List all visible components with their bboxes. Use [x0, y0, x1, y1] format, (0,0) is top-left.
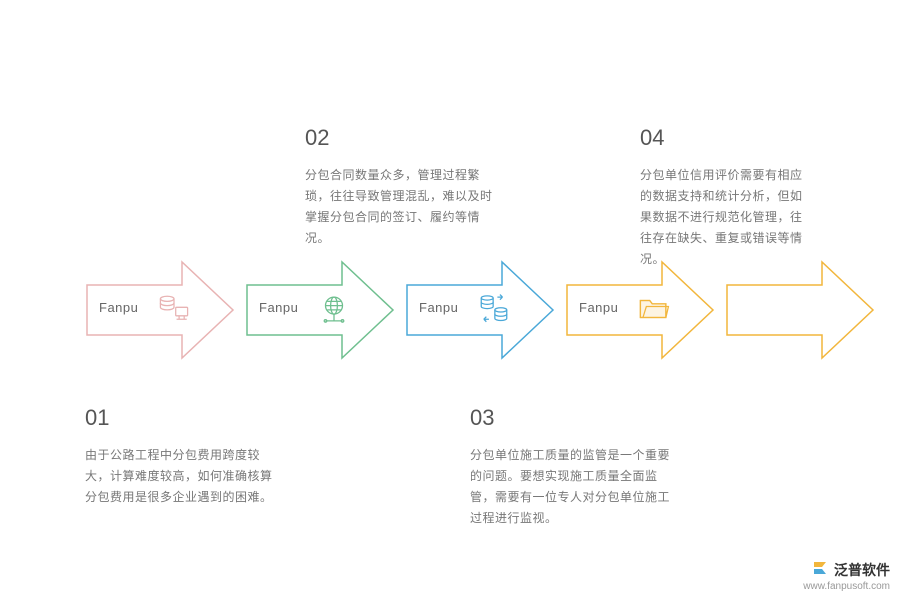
footer-logo-icon [812, 560, 828, 581]
arrow-label: Fanpu [259, 300, 298, 315]
databases-icon [477, 292, 511, 331]
arrow-label: Fanpu [419, 300, 458, 315]
step-03-block: 03 分包单位施工质量的监管是一个重要的问题。要想实现施工质量全面监管，需要有一… [470, 405, 680, 529]
arrow-step-01: Fanpu [85, 260, 235, 360]
arrow-step-02: Fanpu [245, 260, 395, 360]
footer: 泛普软件 www.fanpusoft.com [803, 560, 890, 592]
arrow-label: Fanpu [579, 300, 618, 315]
step-desc: 分包单位信用评价需要有相应的数据支持和统计分析，但如果数据不进行规范化管理，往往… [640, 165, 810, 270]
arrow-step-03: Fanpu [405, 260, 555, 360]
step-desc: 由于公路工程中分包费用跨度较大，计算难度较高，如何准确核算分包费用是很多企业遇到… [85, 445, 280, 508]
step-number: 03 [470, 405, 680, 431]
folder-icon [637, 292, 671, 331]
arrow-tail [725, 260, 875, 360]
step-01-block: 01 由于公路工程中分包费用跨度较大，计算难度较高，如何准确核算分包费用是很多企… [85, 405, 280, 508]
arrow-label: Fanpu [99, 300, 138, 315]
step-number: 01 [85, 405, 280, 431]
step-number: 04 [640, 125, 810, 151]
step-02-block: 02 分包合同数量众多，管理过程繁琐，往往导致管理混乱，难以及时掌握分包合同的签… [305, 125, 500, 249]
step-04-block: 04 分包单位信用评价需要有相应的数据支持和统计分析，但如果数据不进行规范化管理… [640, 125, 810, 270]
step-desc: 分包单位施工质量的监管是一个重要的问题。要想实现施工质量全面监管，需要有一位专人… [470, 445, 680, 529]
arrow-step-04: Fanpu [565, 260, 715, 360]
footer-url: www.fanpusoft.com [803, 581, 890, 592]
footer-brand: 泛普软件 [834, 562, 890, 578]
database-monitor-icon [157, 292, 191, 331]
arrow-shape [725, 260, 875, 360]
globe-network-icon [317, 292, 351, 331]
step-desc: 分包合同数量众多，管理过程繁琐，往往导致管理混乱，难以及时掌握分包合同的签订、履… [305, 165, 500, 249]
step-number: 02 [305, 125, 500, 151]
